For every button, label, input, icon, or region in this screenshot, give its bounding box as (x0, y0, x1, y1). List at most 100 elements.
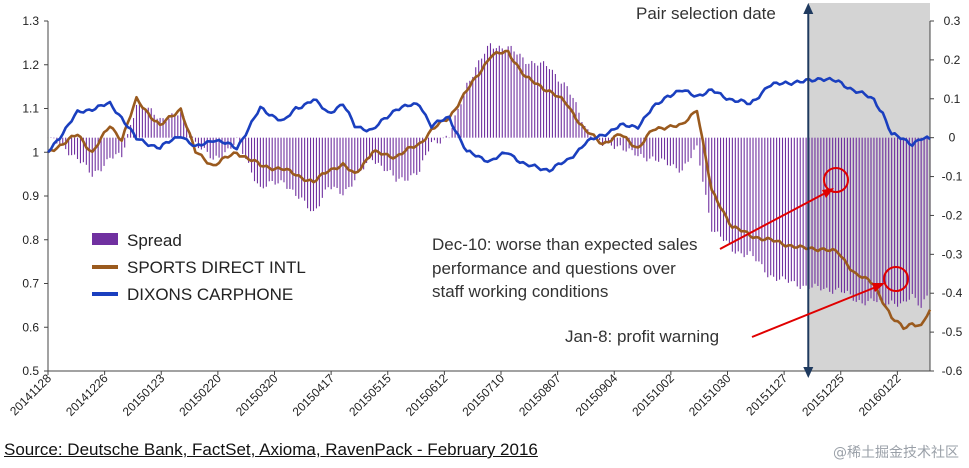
spread-bar (714, 137, 716, 233)
spread-bar (268, 137, 270, 182)
right-tick-label: 0.1 (944, 92, 961, 106)
spread-bar (770, 137, 772, 276)
spread-bar (858, 137, 860, 301)
spread-bar (368, 137, 371, 160)
spread-bar (652, 137, 654, 157)
spread-bar (905, 137, 907, 302)
spread-bar (661, 137, 663, 159)
spread-bar (613, 137, 615, 149)
spread-bar (427, 137, 430, 152)
spread-bar (481, 58, 483, 138)
spread-bar (920, 137, 922, 308)
spread-bar (348, 137, 350, 188)
spread-bar (876, 137, 878, 303)
spread-bar (445, 135, 447, 138)
spread-bar (413, 137, 415, 174)
spread-bar (519, 53, 521, 138)
x-tick-label: 20150417 (290, 371, 338, 419)
spread-bar (354, 137, 356, 181)
spread-bar (380, 137, 382, 166)
spread-bar (832, 137, 834, 294)
spread-bar (693, 137, 695, 150)
spread-bar (879, 137, 881, 300)
spread-bar (755, 137, 757, 262)
spread-bar (283, 137, 285, 183)
spread-bar (133, 118, 135, 138)
spread-bar (894, 137, 896, 304)
left-tick-label: 1.2 (22, 58, 39, 72)
spread-bar (292, 137, 294, 190)
spread-bar (312, 137, 315, 212)
x-tick-label: 20141128 (7, 371, 54, 418)
spread-bar (407, 137, 409, 181)
spread-bar (357, 137, 359, 173)
legend-label-dixons: DIXONS CARPHONE (127, 285, 293, 304)
legend: Spread SPORTS DIRECT INTL DIXONS CARPHON… (92, 231, 306, 304)
spread-bar (516, 54, 518, 138)
spread-bar (581, 122, 583, 138)
spread-bar (416, 137, 418, 175)
spread-bar (218, 137, 220, 158)
spread-bar (62, 137, 64, 145)
pair-selection-label: Pair selection date (636, 4, 776, 23)
spread-bar (197, 137, 199, 149)
pair-selection-arrow-top (803, 3, 814, 14)
spread-bar (838, 137, 840, 288)
jan8-highlight-circle (883, 266, 909, 292)
spread-bar (926, 137, 928, 296)
spread-bar (835, 137, 837, 290)
spread-bar (360, 137, 362, 171)
spread-bar (805, 137, 807, 286)
spread-bar (398, 137, 400, 179)
spread-bar (849, 137, 851, 295)
spread-bar (156, 118, 158, 138)
spread-bar (321, 137, 323, 198)
dec10-arrowhead (822, 188, 834, 198)
spread-bar (767, 137, 769, 278)
spread-bar (578, 112, 580, 138)
jan8-annotation: Jan-8: profit warning (565, 327, 719, 346)
spread-bar (501, 48, 503, 138)
spread-bar (209, 137, 211, 159)
spread-bar (717, 137, 719, 232)
spread-bar (489, 43, 492, 138)
spread-bar (212, 137, 214, 160)
spread-bar (103, 137, 105, 166)
sports-direct-line (47, 49, 932, 331)
x-tick-label: 20151127 (743, 371, 790, 418)
spread-bar (616, 137, 618, 147)
spread-bar (168, 118, 170, 138)
spread-bar (545, 66, 548, 138)
left-tick-label: 1.1 (22, 102, 39, 116)
spread-bar (475, 67, 477, 138)
right-tick-label: -0.4 (942, 286, 963, 300)
spread-bar (663, 137, 666, 160)
spread-bar (141, 105, 143, 138)
right-tick-label: 0.2 (944, 53, 961, 67)
spread-bar (271, 137, 273, 181)
spread-bar (147, 107, 149, 138)
series-lines (47, 49, 932, 331)
spread-bar (678, 137, 680, 173)
spread-bar (658, 137, 660, 162)
spread-bar (602, 137, 604, 146)
spread-bar (200, 137, 202, 150)
left-tick-label: 0.5 (22, 364, 39, 378)
spread-bar (696, 137, 698, 146)
spread-bar (351, 137, 353, 187)
spread-bar (495, 48, 497, 138)
spread-bar (309, 137, 312, 212)
spread-bar (826, 137, 828, 288)
spread-bar (740, 137, 742, 254)
spread-bar (823, 137, 825, 289)
spread-bar (106, 137, 108, 160)
spread-bar (843, 137, 845, 294)
spread-bar (522, 57, 524, 138)
spread-bar (779, 137, 781, 280)
spread-bar (643, 137, 645, 158)
spread-bar (619, 137, 621, 146)
spread-bar (159, 117, 161, 138)
spread-bar (498, 45, 500, 138)
legend-label-spread: Spread (127, 231, 182, 250)
spread-bar (528, 63, 530, 138)
